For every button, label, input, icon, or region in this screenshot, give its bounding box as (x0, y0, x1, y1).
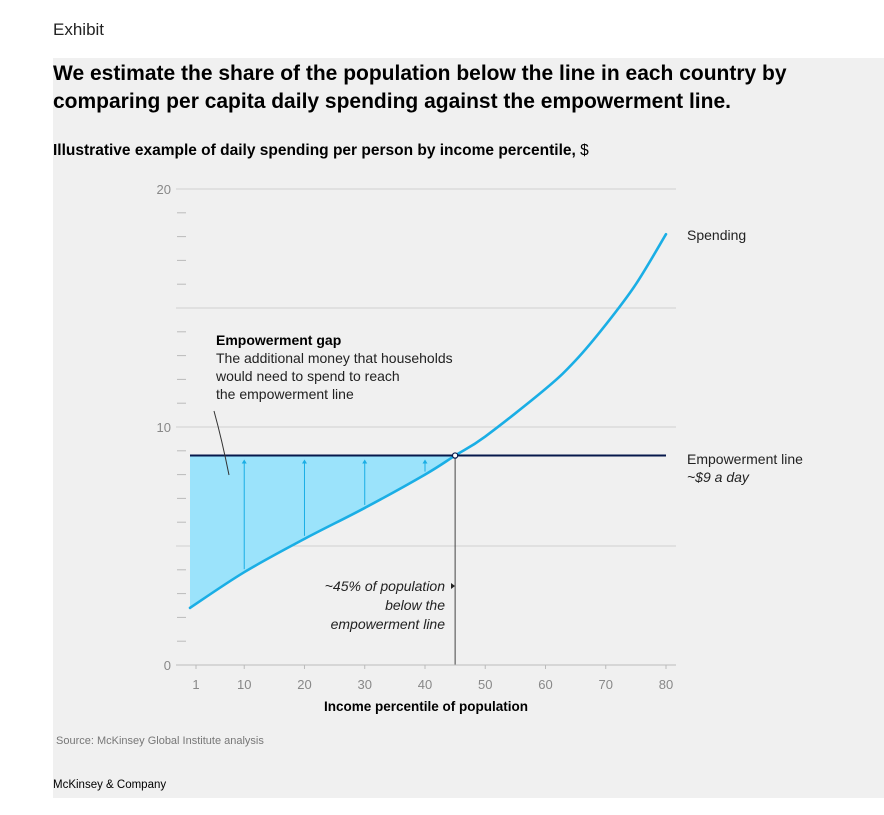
y-tick-label: 20 (157, 182, 171, 197)
x-tick-label: 1 (192, 677, 199, 692)
x-tick-label: 70 (599, 677, 613, 692)
chart-panel (53, 58, 884, 798)
gap-annotation-line: would need to spend to reach (215, 368, 400, 384)
x-tick-label: 20 (297, 677, 311, 692)
source-note: Source: McKinsey Global Institute analys… (56, 735, 264, 747)
below-line-annotation: empowerment line (331, 616, 446, 632)
y-tick-label: 0 (164, 658, 171, 673)
empowerment-line-sublabel: ~$9 a day (687, 469, 750, 485)
x-tick-label: 80 (659, 677, 673, 692)
spending-line (188, 232, 668, 610)
gap-arrow-head (362, 459, 368, 464)
gap-arrow-head (241, 459, 247, 464)
crossover-marker (451, 452, 459, 459)
brand-footer: McKinsey & Company (53, 779, 167, 791)
chart-subtitle-bold: Illustrative example of daily spending p… (53, 142, 576, 159)
chart-subtitle: Illustrative example of daily spending p… (53, 142, 589, 160)
exhibit-label: Exhibit (53, 20, 105, 39)
empowerment-line-label: Empowerment line (687, 451, 803, 467)
below-line-annotation: ~45% of population (325, 578, 445, 594)
x-tick-label: 30 (357, 677, 371, 692)
gap-annotation-line: The additional money that households (216, 350, 453, 366)
chart-subtitle-unit: $ (575, 142, 589, 159)
gap-annotation-title: Empowerment gap (216, 332, 341, 348)
below-line-annotation: below the (385, 597, 445, 613)
gap-leader-line (213, 410, 230, 476)
gap-arrow-head (301, 459, 307, 464)
headline: We estimate the share of the population … (53, 62, 787, 113)
x-tick-label: 50 (478, 677, 492, 692)
x-tick-label: 40 (418, 677, 432, 692)
x-tick-label: 60 (538, 677, 552, 692)
gap-arrow-head (422, 459, 428, 464)
gap-annotation-line: the empowerment line (216, 386, 354, 402)
x-axis-label: Income percentile of population (324, 699, 528, 714)
y-tick-label: 10 (157, 420, 171, 435)
x-tick-label: 10 (237, 677, 251, 692)
spending-series-label: Spending (687, 227, 746, 243)
annotation-pointer-icon (451, 583, 455, 589)
